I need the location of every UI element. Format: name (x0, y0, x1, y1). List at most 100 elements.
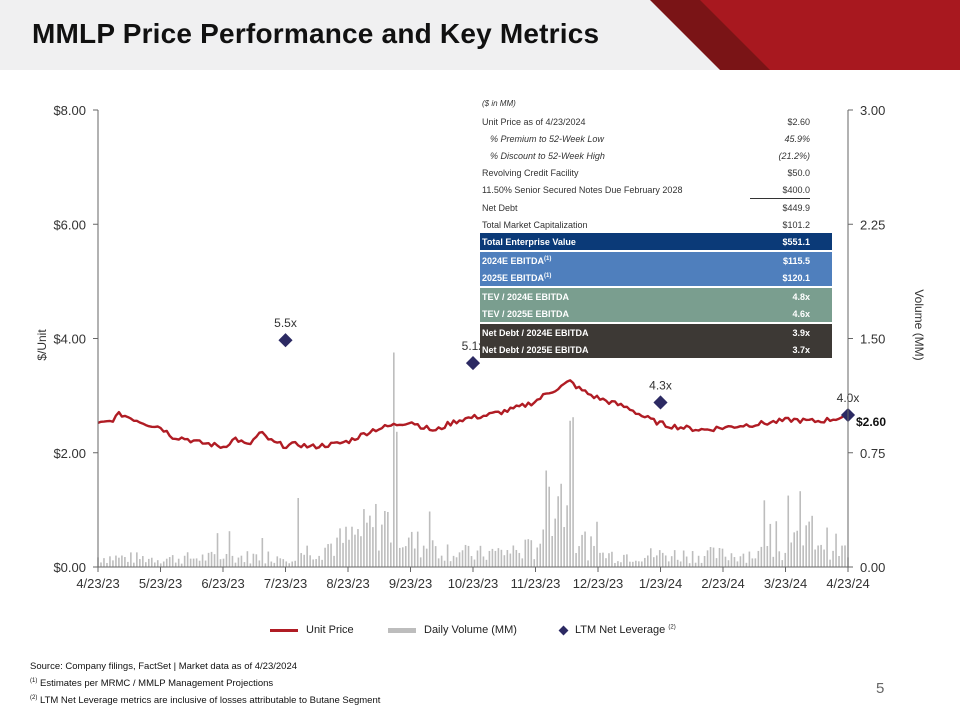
volume-bar (279, 558, 282, 567)
volume-bar (766, 546, 769, 567)
leverage-marker (465, 355, 481, 371)
volume-bar (473, 559, 476, 567)
volume-bar (133, 562, 135, 567)
volume-bar (428, 511, 431, 567)
y-right-tick-label: 3.00 (860, 103, 885, 118)
volume-bar (817, 545, 819, 567)
volume-bar (578, 546, 580, 567)
volume-bar (195, 558, 198, 567)
volume-bar (548, 486, 550, 567)
x-tick-label: 2/23/24 (701, 576, 744, 591)
volume-bar (769, 523, 772, 567)
metric-row-tev-2024e: TEV / 2024E EBITDA 4.8x (480, 288, 832, 305)
volume-bar (760, 546, 763, 567)
x-tick-label: 11/23/23 (511, 576, 561, 591)
volume-bar (142, 556, 144, 567)
volume-bar (339, 528, 341, 567)
y-right-tick-label: 2.25 (860, 217, 885, 232)
volume-bar (234, 562, 237, 567)
volume-bar (670, 556, 673, 567)
volume-bar (802, 545, 804, 567)
volume-bar (225, 553, 228, 567)
volume-bar (177, 558, 180, 567)
volume-bar (156, 560, 159, 567)
volume-bar (237, 557, 240, 567)
source-note: Source: Company filings, FactSet | Marke… (30, 661, 298, 672)
x-tick-label: 9/23/23 (389, 576, 432, 591)
y-right-tick-label: 0.75 (860, 446, 885, 461)
volume-bar (378, 550, 380, 567)
metric-row-netdebt-2024e: Net Debt / 2024E EBITDA 3.9x (480, 324, 832, 341)
volume-bar (186, 552, 189, 567)
volume-bar (416, 531, 419, 567)
volume-bar (748, 551, 751, 567)
volume-bar (324, 547, 326, 567)
metric-row-tev: Total Enterprise Value $551.1 (480, 233, 832, 250)
volume-bar (276, 556, 279, 567)
volume-bar (620, 562, 622, 567)
y-left-tick-label: $6.00 (53, 217, 86, 232)
volume-bar (246, 551, 249, 567)
volume-bar (198, 560, 201, 567)
volume-bar (527, 539, 530, 567)
footnote-2: (2) LTM Net Leverage metrics are inclusi… (30, 695, 381, 707)
volume-bar (183, 555, 186, 567)
y-left-tick-label: $8.00 (53, 103, 86, 118)
volume-bar (757, 550, 760, 567)
volume-bar (288, 563, 291, 567)
volume-bar (357, 529, 359, 567)
volume-bar (515, 549, 518, 567)
volume-bar (387, 511, 389, 567)
volume-bar (312, 559, 314, 567)
volume-bar (796, 530, 799, 567)
volume-bar (820, 544, 822, 567)
page-number: 5 (876, 680, 885, 697)
x-tick-label: 7/23/23 (264, 576, 307, 591)
volume-bar (189, 558, 192, 567)
volume-bar (210, 551, 213, 567)
volume-bar (676, 559, 679, 567)
volume-bar (261, 538, 264, 567)
volume-bar (207, 552, 210, 567)
volume-bar (614, 562, 616, 567)
volume-bar (649, 548, 652, 567)
volume-bar (554, 518, 556, 567)
volume-bar (715, 558, 718, 567)
volume-bar (360, 536, 362, 567)
x-tick-label: 4/23/23 (76, 576, 119, 591)
volume-bar (742, 553, 745, 567)
volume-bar (652, 557, 655, 567)
volume-bar (345, 526, 347, 567)
volume-bar (282, 559, 285, 567)
volume-bar (431, 540, 434, 567)
legend-swatch-line (270, 628, 298, 632)
volume-bar (153, 562, 156, 567)
volume-bar (718, 548, 721, 567)
volume-bar (832, 550, 834, 567)
volume-bar (333, 555, 335, 567)
y-right-tick-label: 0.00 (860, 560, 885, 575)
volume-bar (372, 527, 374, 567)
volume-bar (446, 544, 449, 567)
x-tick-label: 8/23/23 (326, 576, 369, 591)
volume-bar (572, 417, 574, 567)
volume-bar (736, 561, 739, 567)
volume-bar (632, 561, 634, 567)
volume-bar (793, 532, 796, 567)
volume-bar (309, 555, 311, 567)
volume-bar (124, 557, 126, 567)
volume-bar (823, 549, 825, 567)
volume-bar (112, 560, 114, 567)
volume-bar (390, 542, 392, 567)
x-tick-label: 4/23/24 (826, 576, 869, 591)
volume-bar (461, 550, 464, 567)
volume-bar (629, 561, 631, 567)
volume-bar (763, 500, 766, 567)
volume-bar (590, 536, 592, 567)
volume-bar (593, 545, 595, 567)
volume-bar (303, 554, 305, 567)
volume-bar (733, 557, 736, 567)
volume-bar (437, 558, 440, 567)
volume-bar (700, 562, 703, 567)
volume-bar (396, 431, 398, 567)
